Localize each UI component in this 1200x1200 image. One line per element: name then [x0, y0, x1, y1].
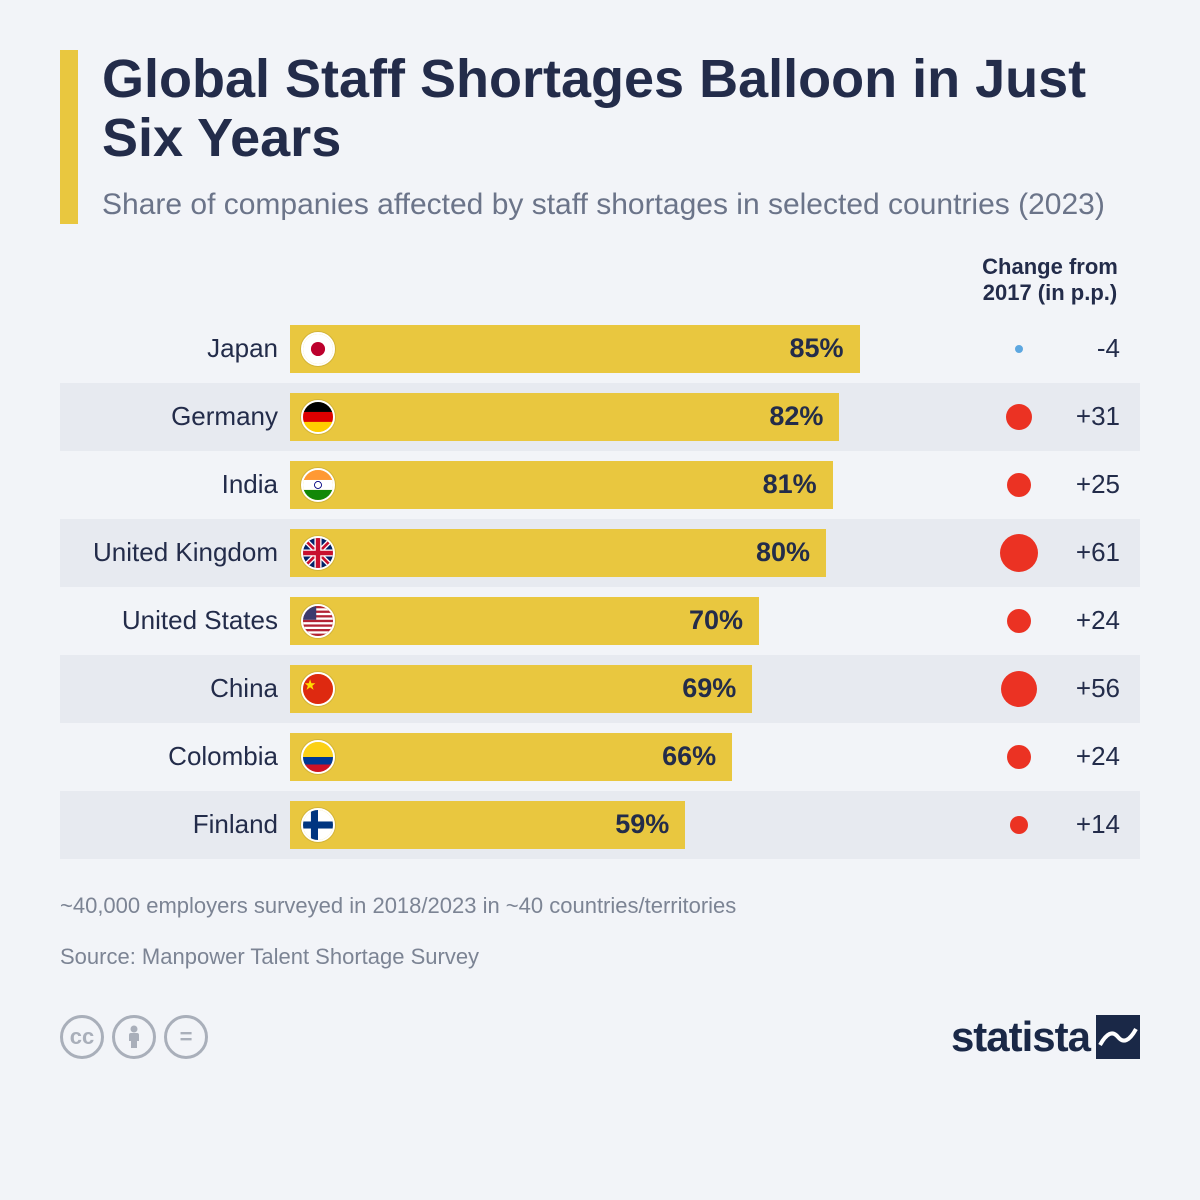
nd-icon: =: [164, 1015, 208, 1059]
bar: 59%: [290, 801, 685, 849]
change-cell: +24: [960, 605, 1140, 636]
change-cell: +31: [960, 401, 1140, 432]
bar-area: 59%: [290, 791, 960, 859]
logo-wave-icon: [1096, 1015, 1140, 1059]
bar-area: 85%: [290, 315, 960, 383]
chart-row: Colombia 66% +24: [60, 723, 1140, 791]
bar-value: 80%: [756, 537, 810, 568]
header: Global Staff Shortages Balloon in Just S…: [60, 50, 1140, 224]
bar-value: 66%: [662, 741, 716, 772]
change-dot: [1001, 671, 1037, 707]
chart-row: Finland 59% +14: [60, 791, 1140, 859]
bar-area: 66%: [290, 723, 960, 791]
change-value: +25: [1062, 469, 1120, 500]
change-value: +56: [1062, 673, 1120, 704]
bar-area: 81%: [290, 451, 960, 519]
bar: 69%: [290, 665, 752, 713]
country-label: United States: [60, 605, 290, 636]
change-dot: [1007, 609, 1031, 633]
bar-value: 70%: [689, 605, 743, 636]
country-label: Finland: [60, 809, 290, 840]
change-cell: +24: [960, 741, 1140, 772]
flag-icon: [294, 740, 342, 774]
chart-row: Japan 85% -4: [60, 315, 1140, 383]
change-cell: +56: [960, 671, 1140, 707]
cc-icon: cc: [60, 1015, 104, 1059]
chart-title: Global Staff Shortages Balloon in Just S…: [102, 50, 1140, 169]
bar-area: 82%: [290, 383, 960, 451]
bar-value: 81%: [763, 469, 817, 500]
bar: 85%: [290, 325, 860, 373]
flag-icon: [294, 672, 342, 706]
change-dot: [1000, 534, 1038, 572]
bar-value: 59%: [615, 809, 669, 840]
change-cell: +25: [960, 469, 1140, 500]
country-label: China: [60, 673, 290, 704]
footnote-source: Source: Manpower Talent Shortage Survey: [60, 940, 1140, 973]
bar: 80%: [290, 529, 826, 577]
accent-bar: [60, 50, 78, 224]
change-column-header: Change from 2017 (in p.p.): [960, 254, 1140, 307]
bar-value: 85%: [789, 333, 843, 364]
flag-icon: [294, 332, 342, 366]
country-label: United Kingdom: [60, 537, 290, 568]
bar: 82%: [290, 393, 839, 441]
bar-value: 69%: [682, 673, 736, 704]
change-value: +31: [1062, 401, 1120, 432]
flag-icon: [294, 468, 342, 502]
change-dot: [1015, 345, 1023, 353]
chart-row: United Kingdom 80% +61: [60, 519, 1140, 587]
by-icon: [112, 1015, 156, 1059]
change-cell: -4: [960, 333, 1140, 364]
flag-icon: [294, 808, 342, 842]
logo-text: statista: [951, 1013, 1090, 1061]
bar-area: 70%: [290, 587, 960, 655]
change-value: +24: [1062, 741, 1120, 772]
chart-row: India 81% +25: [60, 451, 1140, 519]
flag-icon: [294, 400, 342, 434]
change-value: +14: [1062, 809, 1120, 840]
chart-row: China 69% +56: [60, 655, 1140, 723]
change-dot: [1007, 745, 1031, 769]
country-label: Japan: [60, 333, 290, 364]
cc-license-icons: cc =: [60, 1015, 208, 1059]
change-value: +24: [1062, 605, 1120, 636]
bar-value: 82%: [769, 401, 823, 432]
change-cell: +61: [960, 534, 1140, 572]
country-label: India: [60, 469, 290, 500]
country-label: Colombia: [60, 741, 290, 772]
bar-area: 69%: [290, 655, 960, 723]
country-label: Germany: [60, 401, 290, 432]
bar-chart: Japan 85% -4 Germany 82% +31 India 81% +25 United…: [60, 315, 1140, 859]
change-cell: +14: [960, 809, 1140, 840]
chart-row: Germany 82% +31: [60, 383, 1140, 451]
change-value: -4: [1062, 333, 1120, 364]
bar: 70%: [290, 597, 759, 645]
bar-area: 80%: [290, 519, 960, 587]
flag-icon: [294, 604, 342, 638]
change-value: +61: [1062, 537, 1120, 568]
flag-icon: [294, 536, 342, 570]
statista-logo: statista: [951, 1013, 1140, 1061]
chart-row: United States 70% +24: [60, 587, 1140, 655]
change-dot: [1006, 404, 1032, 430]
bar: 81%: [290, 461, 833, 509]
change-dot: [1010, 816, 1028, 834]
bar: 66%: [290, 733, 732, 781]
footnote-survey: ~40,000 employers surveyed in 2018/2023 …: [60, 889, 1140, 922]
chart-subtitle: Share of companies affected by staff sho…: [102, 185, 1140, 224]
footer: cc = statista: [60, 1013, 1140, 1061]
change-dot: [1007, 473, 1031, 497]
